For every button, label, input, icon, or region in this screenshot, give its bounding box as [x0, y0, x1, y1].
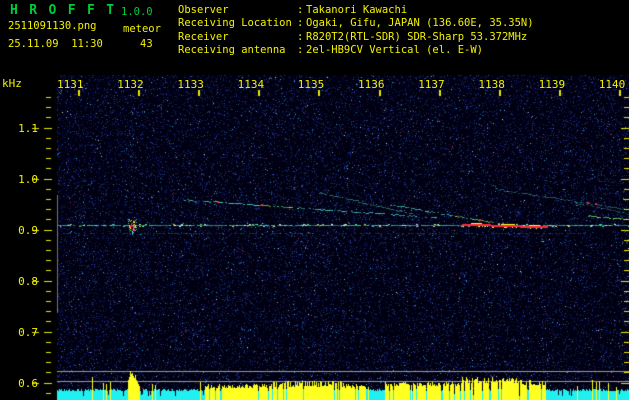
station-info: Observer: Takanori Kawachi Receiving Loca…: [178, 4, 534, 57]
info-label: Receiving Location: [178, 17, 292, 30]
observation-datetime: 25.11.09 11:30: [8, 38, 103, 50]
info-row-receiver: Receiver: R820T2(RTL-SDR) SDR-Sharp 53.37…: [178, 31, 534, 44]
info-value: R820T2(RTL-SDR) SDR-Sharp 53.372MHz: [306, 30, 528, 43]
info-colon: :: [297, 30, 304, 43]
info-value: Ogaki, Gifu, JAPAN (136.60E, 35.35N): [306, 17, 534, 30]
info-value: Takanori Kawachi: [306, 4, 408, 16]
info-colon: :: [297, 4, 304, 16]
info-row-location: Receiving Location: Ogaki, Gifu, JAPAN (1…: [178, 17, 534, 30]
output-filename: 2511091130.png: [8, 20, 97, 32]
info-label: Receiver: [178, 30, 229, 43]
info-colon: :: [297, 17, 304, 30]
app-title: H R O F F T: [10, 3, 116, 18]
app-version: 1.0.0: [121, 6, 153, 18]
info-label: Observer: [178, 4, 229, 16]
echo-count: 43: [140, 38, 153, 50]
info-value: 2el-HB9CV Vertical (el. E-W): [306, 43, 484, 56]
info-row-observer: Observer: Takanori Kawachi: [178, 4, 534, 17]
info-colon: :: [297, 43, 304, 56]
mode-label: meteor: [123, 23, 161, 35]
info-label: Receiving antenna: [178, 43, 286, 56]
info-row-antenna: Receiving antenna:2el-HB9CV Vertical (el…: [178, 44, 534, 57]
